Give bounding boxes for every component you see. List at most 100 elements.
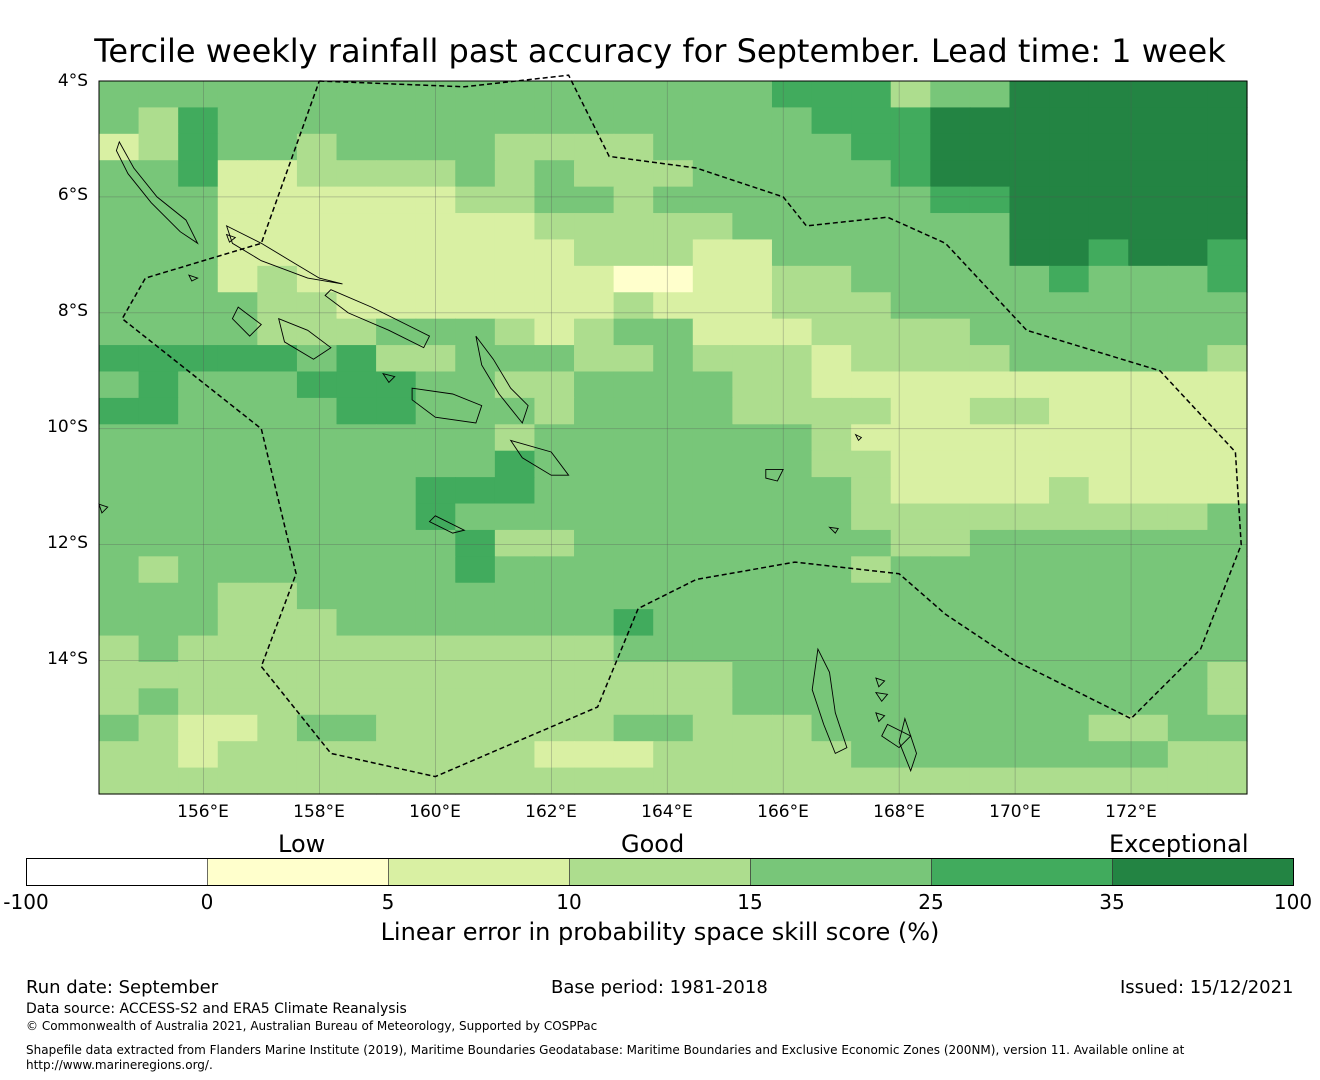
skill-cell [1167, 582, 1209, 610]
skill-cell [1167, 529, 1209, 557]
skill-cell [336, 318, 377, 346]
colorbar-title: Linear error in probability space skill … [380, 918, 940, 946]
skill-cell [771, 714, 813, 742]
skill-cell [415, 371, 456, 399]
skill-cell [336, 186, 377, 214]
skill-cell [851, 239, 892, 267]
skill-cell [415, 767, 456, 795]
skill-cell [296, 160, 338, 188]
skill-cell [771, 450, 813, 478]
skill-cell [1167, 107, 1209, 135]
skill-cell [771, 609, 813, 637]
skill-cell [99, 81, 140, 109]
skill-cell [574, 265, 615, 293]
skill-cell [534, 529, 575, 557]
skill-cell [1207, 160, 1248, 188]
skill-cell [1128, 741, 1169, 769]
skill-cell [969, 345, 1011, 373]
skill-cell [1009, 477, 1050, 505]
skill-cell [217, 661, 258, 689]
skill-cell [574, 688, 615, 716]
skill-cell [732, 397, 773, 425]
skill-cell [1207, 292, 1248, 320]
skill-cell [653, 318, 694, 346]
skill-cell [851, 371, 892, 399]
skill-cell [455, 477, 496, 505]
skill-grid-cells [99, 81, 1248, 795]
skill-cell [930, 107, 971, 135]
skill-cell [336, 371, 377, 399]
skill-cell [455, 450, 496, 478]
skill-cell [1207, 503, 1248, 531]
colorbar-tick: 0 [200, 890, 214, 914]
skill-cell [217, 582, 258, 610]
skill-cell [653, 582, 694, 610]
skill-cell [653, 556, 694, 584]
skill-cell [890, 477, 931, 505]
skill-cell [1049, 265, 1090, 293]
skill-cell [257, 371, 298, 399]
skill-cell [692, 767, 733, 795]
skill-cell [811, 186, 852, 214]
skill-cell [217, 450, 258, 478]
skill-cell [1167, 81, 1209, 109]
skill-cell [1009, 503, 1050, 531]
skill-cell [1049, 556, 1090, 584]
skill-cell [534, 688, 575, 716]
skill-cell [257, 529, 298, 557]
skill-cell [178, 265, 219, 293]
skill-cell [1009, 661, 1050, 689]
skill-cell [296, 318, 338, 346]
skill-cell [1207, 371, 1248, 399]
skill-cell [732, 371, 773, 399]
skill-cell [217, 609, 258, 637]
colorbar-tick: 15 [737, 890, 763, 914]
skill-cell [613, 609, 654, 637]
skill-cell [771, 371, 813, 399]
skill-cell [534, 582, 575, 610]
skill-cell [930, 292, 971, 320]
skill-cell [1167, 609, 1209, 637]
skill-cell [930, 767, 971, 795]
skill-cell [99, 345, 140, 373]
skill-cell [890, 265, 931, 293]
skill-cell [811, 265, 852, 293]
skill-cell [494, 477, 536, 505]
skill-cell [851, 450, 892, 478]
skill-cell [574, 556, 615, 584]
skill-cell [771, 661, 813, 689]
skill-cell [415, 609, 456, 637]
copyright: © Commonwealth of Australia 2021, Austra… [26, 1019, 598, 1033]
skill-cell [1049, 371, 1090, 399]
skill-cell [771, 635, 813, 663]
skill-cell [574, 292, 615, 320]
skill-cell [851, 477, 892, 505]
skill-cell [494, 609, 536, 637]
skill-cell [138, 424, 179, 452]
skill-cell [376, 186, 417, 214]
skill-cell [613, 371, 654, 399]
lon-label-172e: 172°E [1105, 802, 1157, 822]
skill-cell [574, 160, 615, 188]
skill-cell [1167, 450, 1209, 478]
skill-cell [296, 477, 338, 505]
skill-cell [969, 609, 1011, 637]
skill-cell [851, 186, 892, 214]
skill-cell [613, 107, 654, 135]
skill-cell [653, 477, 694, 505]
skill-cell [890, 635, 931, 663]
skill-cell [494, 292, 536, 320]
skill-cell [138, 688, 179, 716]
skill-cell [494, 741, 536, 769]
skill-cell [1128, 213, 1169, 241]
skill-cell [811, 397, 852, 425]
skill-cell [296, 635, 338, 663]
skill-cell [415, 345, 456, 373]
skill-cell [969, 767, 1011, 795]
skill-cell [1128, 265, 1169, 293]
skill-cell [99, 767, 140, 795]
skill-cell [613, 213, 654, 241]
skill-cell [1167, 635, 1209, 663]
skill-cell [455, 133, 496, 161]
skill-cell [574, 397, 615, 425]
